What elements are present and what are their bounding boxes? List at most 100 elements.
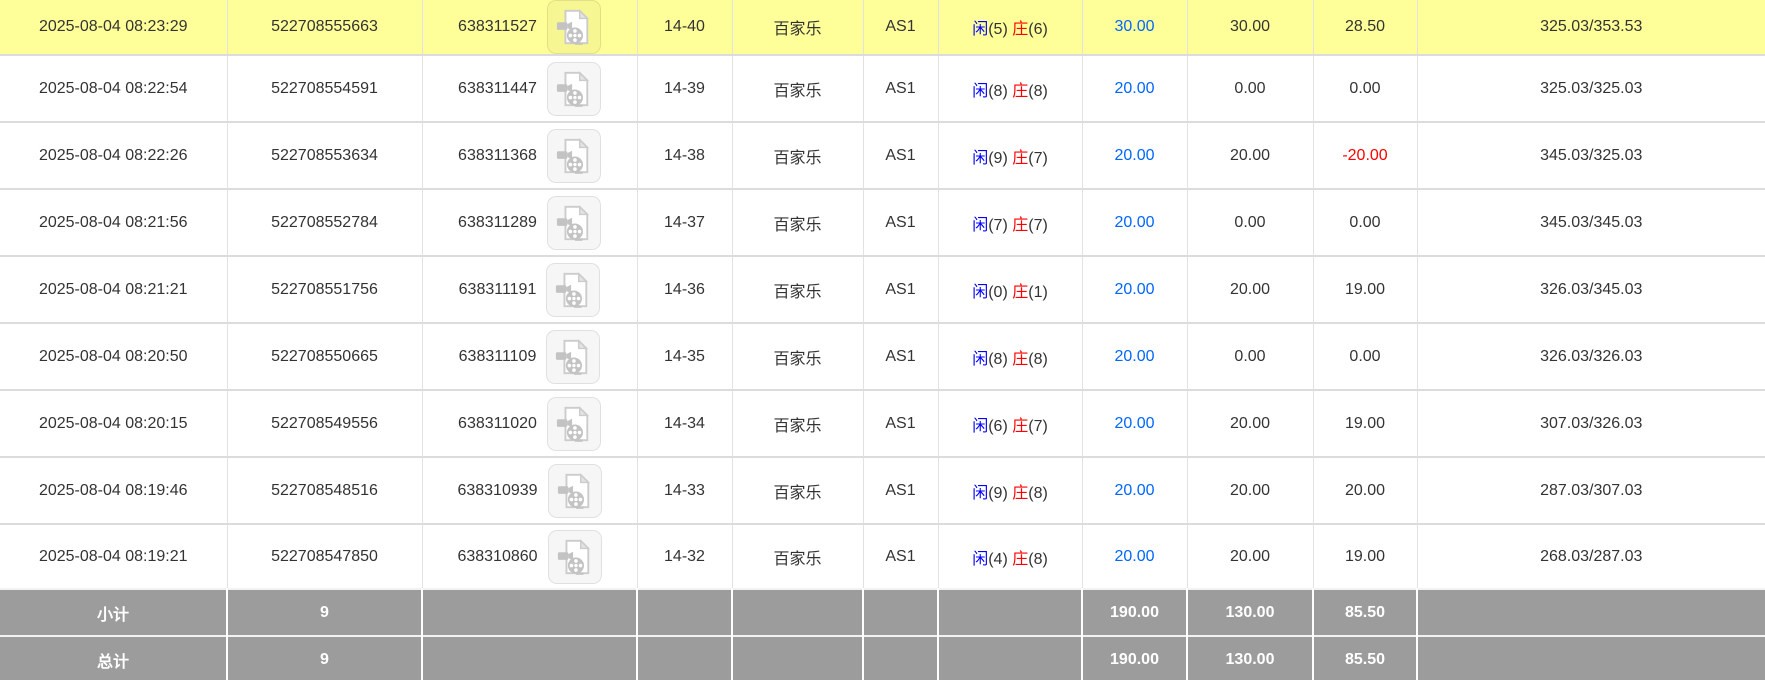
banker-label: 庄 (1012, 417, 1029, 435)
video-replay-button[interactable] (546, 0, 601, 54)
subtotal-label: 小计 (0, 588, 228, 636)
player-score: (4) (988, 550, 1013, 568)
cell-valid-amount: 20.00 (1187, 456, 1314, 524)
video-replay-button[interactable] (547, 529, 602, 584)
cell-game: 百家乐 (732, 121, 864, 189)
table-row[interactable]: 2025-08-04 08:22:54 522708554591 638311447… (0, 54, 1765, 122)
cell-winloss: 28.50 (1313, 0, 1418, 55)
cell-round: 14-39 (637, 54, 733, 122)
table-row-selected[interactable]: 2025-08-04 08:23:29 522708555663 638311527… (0, 0, 1765, 55)
cell-round: 14-34 (637, 389, 733, 457)
cell-bet-amount: 20.00 (1082, 456, 1188, 524)
cell-video: 638311289 (422, 188, 638, 256)
banker-score: (6) (1028, 21, 1048, 38)
table-row[interactable]: 2025-08-04 08:21:56 522708552784 638311289… (0, 188, 1765, 256)
video-id: 638311020 (458, 414, 537, 432)
cell-round: 14-37 (637, 188, 733, 256)
video-replay-icon (556, 137, 589, 174)
subtotal-row: 小计 9 190.00 130.00 85.50 (0, 588, 1765, 636)
cell-balance: 345.03/325.03 (1417, 121, 1765, 189)
video-replay-button[interactable] (546, 396, 601, 451)
video-replay-button[interactable] (546, 262, 601, 317)
cell-bet-time: 2025-08-04 08:21:56 (0, 188, 228, 256)
cell-bet-amount: 20.00 (1082, 523, 1188, 589)
player-score: (5) (988, 21, 1013, 38)
cell-result: 闲(7) 庄(7) (938, 188, 1083, 256)
video-group: 638311289 (458, 195, 601, 250)
video-replay-icon (557, 538, 590, 575)
cell-game: 百家乐 (732, 0, 864, 55)
banker-score: (7) (1028, 417, 1048, 435)
video-group: 638311368 (458, 128, 601, 183)
banker-score: (8) (1028, 350, 1048, 368)
cell-game: 百家乐 (732, 456, 864, 524)
table-row[interactable]: 2025-08-04 08:22:26 522708553634 638311368… (0, 121, 1765, 189)
banker-score: (8) (1028, 484, 1048, 502)
video-replay-button[interactable] (546, 61, 601, 116)
cell-valid-amount: 20.00 (1187, 255, 1314, 323)
video-group: 638310860 (457, 529, 602, 584)
cell-game: 百家乐 (732, 54, 864, 122)
cell-result: 闲(8) 庄(8) (938, 322, 1083, 390)
table-row[interactable]: 2025-08-04 08:21:21 522708551756 638311191… (0, 255, 1765, 323)
banker-score: (8) (1028, 82, 1048, 100)
video-replay-button[interactable] (546, 128, 601, 183)
cell-winloss: 0.00 (1313, 54, 1418, 122)
banker-label: 庄 (1012, 149, 1029, 167)
cell-result: 闲(4) 庄(8) (938, 523, 1083, 589)
cell-bet-id: 522708555663 (227, 0, 423, 55)
video-id: 638311109 (458, 347, 537, 365)
video-id: 638311527 (458, 18, 537, 35)
cell-video: 638311109 (422, 322, 638, 390)
cell-result: 闲(5) 庄(6) (938, 0, 1083, 55)
cell-table: AS1 (863, 0, 939, 55)
cell-winloss: 19.00 (1313, 389, 1418, 457)
cell-bet-amount: 20.00 (1082, 322, 1188, 390)
cell-table: AS1 (863, 523, 939, 589)
cell-bet-time: 2025-08-04 08:21:21 (0, 255, 228, 323)
table-row[interactable]: 2025-08-04 08:19:46 522708548516 638310939… (0, 456, 1765, 524)
cell-valid-amount: 0.00 (1187, 322, 1314, 390)
cell-bet-id: 522708554591 (227, 54, 423, 122)
cell-bet-amount: 30.00 (1082, 0, 1188, 55)
subtotal-valid: 130.00 (1187, 588, 1314, 636)
table-row[interactable]: 2025-08-04 08:20:15 522708549556 638311020… (0, 389, 1765, 457)
video-replay-button[interactable] (546, 329, 601, 384)
grand-total-bet: 190.00 (1082, 635, 1188, 680)
banker-score: (7) (1028, 149, 1048, 167)
cell-game: 百家乐 (732, 389, 864, 457)
cell-balance: 268.03/287.03 (1417, 523, 1765, 589)
subtotal-winloss: 85.50 (1313, 588, 1418, 636)
table-row[interactable]: 2025-08-04 08:20:50 522708550665 638311109… (0, 322, 1765, 390)
cell-winloss: 20.00 (1313, 456, 1418, 524)
table-row[interactable]: 2025-08-04 08:19:21 522708547850 638310860… (0, 523, 1765, 589)
cell-balance: 325.03/353.53 (1540, 18, 1643, 35)
grand-total-winloss: 85.50 (1313, 635, 1418, 680)
cell-table: AS1 (863, 322, 939, 390)
cell-bet-id: 522708553634 (227, 121, 423, 189)
cell-bet-time: 2025-08-04 08:22:54 (0, 54, 228, 122)
banker-label: 庄 (1012, 21, 1029, 38)
cell-round: 14-38 (637, 121, 733, 189)
player-label: 闲 (972, 21, 989, 38)
video-id: 638311368 (458, 146, 537, 164)
grand-total-valid: 130.00 (1187, 635, 1314, 680)
video-replay-button[interactable] (546, 195, 601, 250)
cell-result: 闲(8) 庄(8) (938, 54, 1083, 122)
video-replay-button[interactable] (547, 463, 602, 518)
cell-result: 闲(9) 庄(7) (938, 121, 1083, 189)
video-id: 638311447 (458, 79, 537, 97)
cell-bet-time: 2025-08-04 08:19:21 (0, 523, 228, 589)
video-group: 638311020 (458, 396, 601, 451)
cell-game: 百家乐 (732, 523, 864, 589)
cell-round: 14-40 (637, 0, 733, 55)
cell-bet-time: 2025-08-04 08:19:46 (0, 456, 228, 524)
video-group: 638311527 (458, 0, 601, 54)
cell-winloss: -20.00 (1313, 121, 1418, 189)
banker-label: 庄 (1012, 550, 1029, 568)
cell-bet-id: 522708552784 (227, 188, 423, 256)
banker-label: 庄 (1012, 350, 1029, 368)
video-id: 638311289 (458, 213, 537, 231)
cell-bet-time: 2025-08-04 08:22:26 (0, 121, 228, 189)
